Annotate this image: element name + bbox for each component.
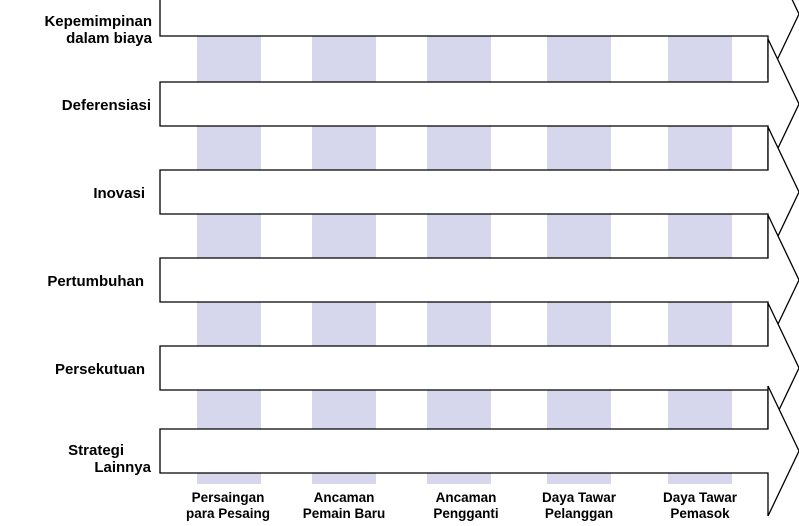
strategy-label-alliance: Persekutuan [54, 361, 145, 378]
strategy-arrow-innovation [159, 126, 799, 258]
strategy-arrow-cost-leadership [159, 0, 799, 80]
force-label-substitutes: Ancaman Pengganti [433, 490, 499, 521]
strategy-arrows [159, 0, 799, 517]
force-label-supplier-power: Daya Tawar Pemasok [662, 490, 738, 521]
strategy-label-cost-leadership: Kepemimpinan dalam biaya [44, 13, 152, 47]
force-label-buyer-power: Daya Tawar Pelanggan [541, 490, 617, 521]
strategy-label-innovation: Inovasi [93, 185, 145, 202]
strategy-label-growth: Pertumbuhan [47, 273, 144, 290]
force-label-new-entrants: Ancaman Pemain Baru [302, 490, 386, 521]
strategy-label-other: Strategi Lainnya [68, 442, 151, 476]
strategy-arrow-growth [159, 214, 799, 346]
force-band-rivalry [197, 0, 261, 484]
force-column-bands [197, 0, 732, 484]
force-band-substitutes [427, 0, 491, 484]
force-band-new-entrants [312, 0, 376, 484]
strategy-arrow-other [159, 385, 799, 517]
force-band-buyer-power [547, 0, 611, 484]
force-band-supplier-power [668, 0, 732, 484]
force-label-rivalry: Persaingan para Pesaing [185, 490, 271, 521]
strategy-arrow-alliance [159, 302, 799, 434]
strategy-arrow-differentiation [159, 38, 799, 170]
strategy-label-differentiation: Deferensiasi [61, 97, 151, 114]
